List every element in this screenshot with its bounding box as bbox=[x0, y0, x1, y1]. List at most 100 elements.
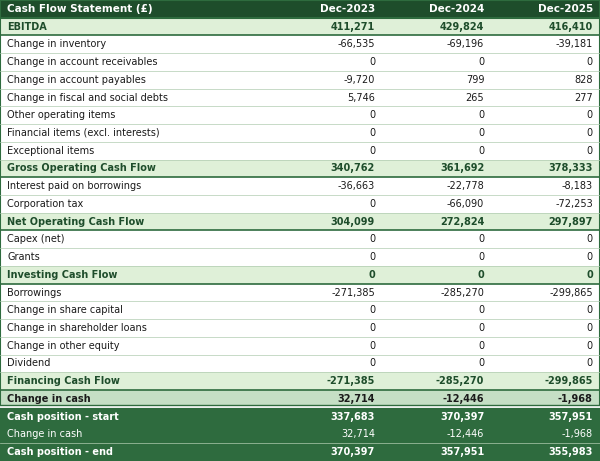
Text: -66,535: -66,535 bbox=[337, 39, 375, 49]
Text: 370,397: 370,397 bbox=[440, 412, 484, 422]
Text: -285,270: -285,270 bbox=[436, 376, 484, 386]
Text: 416,410: 416,410 bbox=[548, 22, 593, 32]
Text: Gross Operating Cash Flow: Gross Operating Cash Flow bbox=[7, 164, 156, 173]
Text: 0: 0 bbox=[478, 110, 484, 120]
Text: -12,446: -12,446 bbox=[447, 429, 484, 439]
Bar bbox=[0, 177, 600, 195]
Text: Change in other equity: Change in other equity bbox=[7, 341, 120, 351]
Text: 0: 0 bbox=[478, 341, 484, 351]
Text: 0: 0 bbox=[587, 359, 593, 368]
Text: Change in fiscal and social debts: Change in fiscal and social debts bbox=[7, 93, 168, 102]
Text: -8,183: -8,183 bbox=[562, 181, 593, 191]
Text: 370,397: 370,397 bbox=[331, 447, 375, 457]
Text: Cash Flow Statement (£): Cash Flow Statement (£) bbox=[7, 4, 153, 14]
Text: 828: 828 bbox=[574, 75, 593, 85]
Bar bbox=[0, 142, 600, 160]
Bar bbox=[0, 337, 600, 355]
Bar bbox=[273, 0, 382, 18]
Text: 0: 0 bbox=[478, 128, 484, 138]
Text: 277: 277 bbox=[574, 93, 593, 102]
Text: 0: 0 bbox=[369, 57, 375, 67]
Text: -9,720: -9,720 bbox=[344, 75, 375, 85]
Text: Cash position - start: Cash position - start bbox=[7, 412, 119, 422]
Text: 0: 0 bbox=[369, 128, 375, 138]
Text: Change in cash: Change in cash bbox=[7, 429, 83, 439]
Text: Change in cash: Change in cash bbox=[7, 394, 91, 404]
Text: 0: 0 bbox=[369, 252, 375, 262]
Text: 0: 0 bbox=[587, 146, 593, 156]
Text: 304,099: 304,099 bbox=[331, 217, 375, 227]
Text: -299,865: -299,865 bbox=[549, 288, 593, 297]
Text: Cash position - end: Cash position - end bbox=[7, 447, 113, 457]
Text: 0: 0 bbox=[478, 323, 484, 333]
Bar bbox=[0, 53, 600, 71]
Text: -39,181: -39,181 bbox=[556, 39, 593, 49]
Text: 297,897: 297,897 bbox=[548, 217, 593, 227]
Text: 0: 0 bbox=[478, 234, 484, 244]
Text: 0: 0 bbox=[478, 359, 484, 368]
Bar bbox=[0, 195, 600, 213]
Text: 0: 0 bbox=[369, 234, 375, 244]
Text: 0: 0 bbox=[587, 341, 593, 351]
Text: -12,446: -12,446 bbox=[443, 394, 484, 404]
Bar bbox=[0, 443, 600, 461]
Text: -69,196: -69,196 bbox=[447, 39, 484, 49]
Text: Dec-2025: Dec-2025 bbox=[538, 4, 593, 14]
Text: 0: 0 bbox=[369, 305, 375, 315]
Text: 0: 0 bbox=[587, 305, 593, 315]
Text: Other operating items: Other operating items bbox=[7, 110, 116, 120]
Text: Net Operating Cash Flow: Net Operating Cash Flow bbox=[7, 217, 145, 227]
Text: 357,951: 357,951 bbox=[440, 447, 484, 457]
Text: 32,714: 32,714 bbox=[337, 394, 375, 404]
Text: Change in shareholder loans: Change in shareholder loans bbox=[7, 323, 147, 333]
Text: -271,385: -271,385 bbox=[326, 376, 375, 386]
Bar bbox=[382, 0, 491, 18]
Bar bbox=[0, 355, 600, 372]
Text: 411,271: 411,271 bbox=[331, 22, 375, 32]
Text: Change in account payables: Change in account payables bbox=[7, 75, 146, 85]
Bar bbox=[0, 426, 600, 443]
Text: Capex (net): Capex (net) bbox=[7, 234, 65, 244]
Bar bbox=[0, 18, 600, 35]
Bar bbox=[0, 160, 600, 177]
Bar bbox=[0, 213, 600, 230]
Text: 0: 0 bbox=[587, 57, 593, 67]
Bar bbox=[0, 248, 600, 266]
Bar bbox=[491, 0, 600, 18]
Text: 337,683: 337,683 bbox=[331, 412, 375, 422]
Bar bbox=[0, 0, 273, 18]
Text: Grants: Grants bbox=[7, 252, 40, 262]
Bar bbox=[0, 408, 600, 426]
Text: 340,762: 340,762 bbox=[331, 164, 375, 173]
Text: 0: 0 bbox=[587, 252, 593, 262]
Bar bbox=[0, 390, 600, 408]
Text: 429,824: 429,824 bbox=[440, 22, 484, 32]
Text: -66,090: -66,090 bbox=[447, 199, 484, 209]
Bar bbox=[0, 106, 600, 124]
Text: 5,746: 5,746 bbox=[347, 93, 375, 102]
Bar bbox=[0, 71, 600, 89]
Text: 0: 0 bbox=[369, 199, 375, 209]
Text: 378,333: 378,333 bbox=[548, 164, 593, 173]
Text: Change in inventory: Change in inventory bbox=[7, 39, 106, 49]
Text: -285,270: -285,270 bbox=[440, 288, 484, 297]
Text: 265: 265 bbox=[466, 93, 484, 102]
Text: 0: 0 bbox=[587, 110, 593, 120]
Bar bbox=[0, 284, 600, 301]
Text: Change in account receivables: Change in account receivables bbox=[7, 57, 158, 67]
Text: 799: 799 bbox=[466, 75, 484, 85]
Text: -72,253: -72,253 bbox=[555, 199, 593, 209]
Text: EBITDA: EBITDA bbox=[7, 22, 47, 32]
Text: 357,951: 357,951 bbox=[548, 412, 593, 422]
Text: 272,824: 272,824 bbox=[440, 217, 484, 227]
Text: Interest paid on borrowings: Interest paid on borrowings bbox=[7, 181, 142, 191]
Text: Investing Cash Flow: Investing Cash Flow bbox=[7, 270, 118, 280]
Text: -1,968: -1,968 bbox=[558, 394, 593, 404]
Text: -271,385: -271,385 bbox=[331, 288, 375, 297]
Text: Dividend: Dividend bbox=[7, 359, 50, 368]
Text: 0: 0 bbox=[369, 341, 375, 351]
Text: -299,865: -299,865 bbox=[544, 376, 593, 386]
Text: -1,968: -1,968 bbox=[562, 429, 593, 439]
Text: 0: 0 bbox=[586, 270, 593, 280]
Text: 0: 0 bbox=[369, 146, 375, 156]
